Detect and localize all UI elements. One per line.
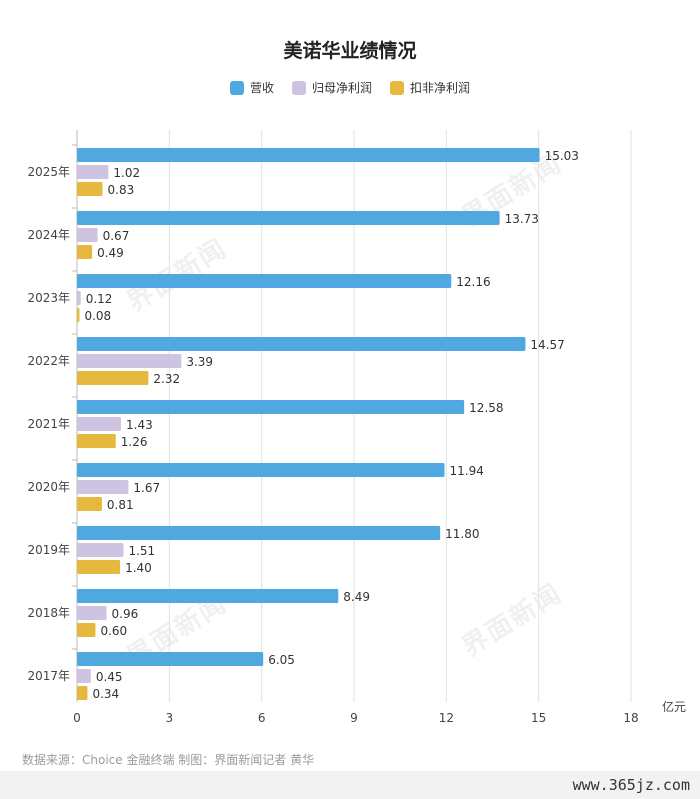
data-label: 11.80 [445,527,479,541]
bar [77,337,526,351]
bar [77,228,98,242]
bar [77,623,96,637]
bar [77,211,500,225]
bar-chart: 0 3 6 9 12 15 18 亿元 2025年 15.03 1.02 0.83 2024年 13.73… [27,130,686,725]
bar [77,669,91,683]
legend-swatch [229,80,244,95]
data-label: 0.49 [97,246,124,260]
bar [77,589,339,603]
category-label: 2020年 [27,480,70,494]
bar [77,245,93,259]
bar [77,308,80,322]
category-label: 2017年 [27,669,70,683]
x-tick-label: 18 [623,711,638,725]
bar [77,526,441,540]
data-label: 12.58 [469,401,503,415]
data-label: 0.81 [107,498,134,512]
data-label: 0.60 [100,624,127,638]
bar [77,480,129,494]
data-label: 0.83 [108,183,135,197]
legend-item[interactable]: 扣非净利润 [390,79,470,96]
bar [77,274,452,288]
data-label: 1.43 [126,418,153,432]
data-label: 6.05 [268,653,295,667]
data-label: 11.94 [449,464,483,478]
legend-item[interactable]: 营收 [229,79,274,96]
legend-item[interactable]: 归母净利润 [291,79,372,96]
chart-title: 美诺华业绩情况 [283,40,417,62]
bar [77,560,121,574]
bar [77,497,102,511]
data-label: 12.16 [456,275,490,289]
x-tick-label: 0 [73,711,81,725]
x-tick-label: 15 [531,711,546,725]
bar [77,606,107,620]
bar [77,165,109,179]
data-label: 0.96 [112,607,139,621]
data-label: 1.02 [113,166,140,180]
data-label: 1.26 [121,435,148,449]
data-label: 0.34 [92,687,119,701]
bar [77,400,465,414]
data-label: 14.57 [530,338,564,352]
category-label: 2022年 [27,354,70,368]
bar [77,543,124,557]
x-tick-label: 12 [439,711,454,725]
data-label: 0.45 [96,670,123,684]
data-label: 0.12 [86,292,113,306]
x-tick-label: 6 [258,711,266,725]
data-label: 0.67 [103,229,130,243]
bar [77,686,88,700]
footer-site: www.365jz.com [572,776,690,794]
legend-label: 扣非净利润 [410,81,471,95]
bar [77,354,182,368]
bar [77,182,103,196]
bar [77,652,264,666]
data-label: 0.08 [84,309,111,323]
legend-label: 营收 [249,81,274,95]
category-label: 2024年 [27,228,70,242]
data-label: 1.51 [128,544,155,558]
x-tick-label: 3 [166,711,174,725]
category-label: 2019年 [27,543,70,557]
data-label: 1.40 [125,561,152,575]
legend-label: 归母净利润 [311,81,372,95]
data-label: 13.73 [505,212,539,226]
category-label: 2021年 [27,417,70,431]
legend: 营收 归母净利润 扣非净利润 [0,79,700,96]
category-label: 2025年 [27,165,70,179]
data-label: 2.32 [153,372,180,386]
legend-swatch [291,80,306,95]
data-label: 8.49 [343,590,370,604]
legend-swatch [390,80,404,95]
source-note: 数据来源：Choice 金融终端 制图：界面新闻记者 黄华 [22,753,315,767]
category-label: 2018年 [27,606,70,620]
data-label: 15.03 [545,149,579,163]
category-label: 2023年 [27,291,70,305]
x-axis-unit: 亿元 [662,699,686,714]
bar [77,148,540,162]
bar [77,417,122,431]
bar [77,291,81,305]
data-label: 3.39 [186,355,213,369]
bar [77,371,149,385]
x-tick-label: 9 [350,711,358,725]
bar [77,434,116,448]
data-label: 1.67 [133,481,160,495]
bar [77,463,445,477]
